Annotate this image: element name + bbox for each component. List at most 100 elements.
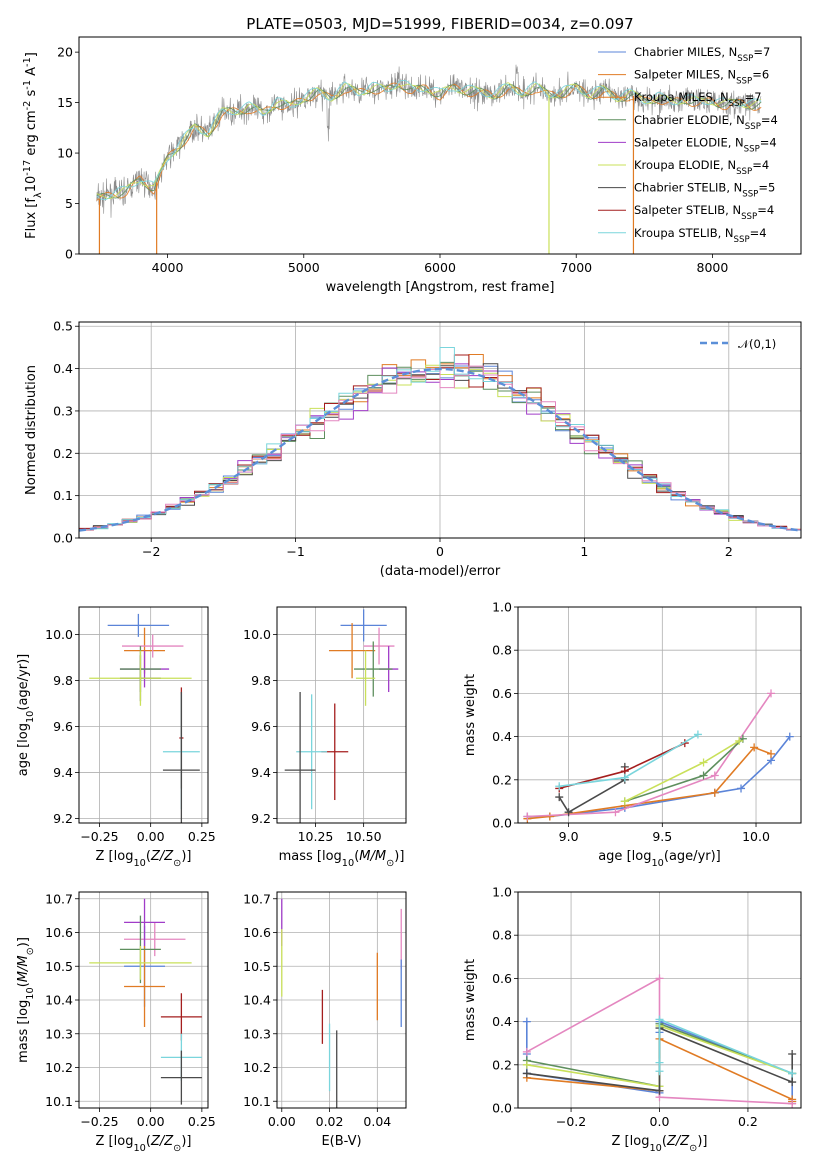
- x-axis-label: Z [log10(Z/Z⊙)]: [612, 1134, 708, 1154]
- legend-label: Kroupa STELIB, NSSP=4: [634, 226, 767, 245]
- plot-area: [96, 64, 762, 254]
- y-axis-label: mass weight: [463, 959, 478, 1041]
- data-point-marker: [767, 749, 776, 758]
- legend-label: Chabrier MILES, NSSP=7: [634, 45, 770, 64]
- y-axis-label: age [log10(age/yr)]: [16, 654, 36, 777]
- panel-mass_vs_ebv: 0.00 0.02 0.04 10.1 10.2 10.3 10.4 10.5 10.6 10.7…: [243, 891, 407, 1149]
- data-point-marker: [555, 782, 564, 791]
- tick-label-y: 9.8: [53, 673, 73, 688]
- tick-label-y: 20: [57, 45, 73, 60]
- plot-area: [89, 898, 202, 1105]
- tick-label-y: 0.8: [492, 643, 512, 658]
- tick-label-y: 1.0: [492, 885, 512, 900]
- tick-label-x: 9.0: [559, 829, 579, 844]
- tick-label-y: 10.2: [45, 1060, 73, 1075]
- x-axis-label: (data-model)/error: [380, 564, 501, 579]
- y-axis-label: Normed distribution: [24, 365, 39, 495]
- axes-frame: [517, 606, 802, 824]
- tick-label-x: 10.50: [346, 829, 382, 844]
- data-point-marker: [620, 797, 629, 806]
- x-axis-label: Z [log10(Z/Z⊙)]: [96, 849, 192, 869]
- tick-label-y: 0.4: [53, 361, 73, 376]
- normal-curve-line: [79, 367, 801, 532]
- series-line: [527, 736, 791, 818]
- data-point-marker: [655, 974, 664, 983]
- x-axis-label: age [log10(age/yr)]: [598, 849, 721, 869]
- tick-label-y: 0.4: [492, 1014, 512, 1029]
- data-point-marker: [750, 743, 759, 752]
- tick-label-x: 2: [725, 544, 733, 559]
- plot-area: [79, 347, 801, 538]
- axes-frame: [78, 321, 802, 539]
- data-point-marker: [788, 1078, 797, 1087]
- model-spectrum-line: [96, 79, 762, 201]
- data-point-marker: [788, 1069, 797, 1078]
- tick-label-y: 0.2: [492, 1057, 512, 1072]
- chart-title: PLATE=0503, MJD=51999, FIBERID=0034, z=0…: [246, 15, 633, 33]
- tick-label-x: −0.2: [556, 1114, 586, 1129]
- legend-label: Salpeter ELODIE, NSSP=4: [634, 135, 777, 154]
- tick-label-y: 1.0: [492, 600, 512, 615]
- tick-label-x: 10.25: [298, 829, 334, 844]
- axes-frame: [276, 606, 407, 824]
- tick-label-x: −1: [286, 544, 304, 559]
- histogram-step-line: [79, 365, 801, 538]
- tick-label-x: 0: [436, 544, 444, 559]
- tick-label-y: 0.0: [53, 531, 73, 546]
- observed-spectrum-line: [96, 64, 762, 218]
- tick-label-y: 10.1: [243, 1094, 271, 1109]
- tick-label-x: 0.04: [363, 1114, 391, 1129]
- tick-label-y: 15: [57, 95, 73, 110]
- tick-label-x: 0.00: [137, 1114, 165, 1129]
- y-axis-label: mass [log10(M/M⊙)]: [16, 937, 36, 1063]
- tick-label-y: 9.6: [53, 719, 73, 734]
- data-point-marker: [699, 758, 708, 767]
- tick-label-x: 1: [580, 544, 588, 559]
- y-axis-label: mass weight: [463, 674, 478, 756]
- tick-label-y: 9.2: [251, 811, 271, 826]
- data-point-marker: [522, 1060, 531, 1069]
- tick-label-y: 0.2: [492, 772, 512, 787]
- panel-mass_weight_vs_age: 9.0 9.5 10.0 0.0 0.2 0.4 0.6 0.8 1.0 age [log10(a…: [463, 600, 802, 869]
- data-point-marker: [522, 1069, 531, 1078]
- legend-label: Chabrier STELIB, NSSP=5: [634, 181, 775, 200]
- x-axis-label: E(B-V): [321, 1134, 361, 1149]
- panel-mass_vs_Z: −0.25 0.00 0.25 10.1 10.2 10.3 10.4 10.5 10.6 10.…: [16, 891, 216, 1153]
- data-point-marker: [523, 812, 532, 821]
- tick-label-y: 10.1: [45, 1094, 73, 1109]
- tick-label-x: 4000: [152, 260, 184, 275]
- tick-label-x: −0.25: [80, 1114, 118, 1129]
- tick-label-y: 10.0: [243, 627, 271, 642]
- tick-label-y: 9.2: [53, 811, 73, 826]
- data-point-marker: [522, 1047, 531, 1056]
- tick-label-y: 9.8: [251, 673, 271, 688]
- tick-label-x: 7000: [560, 260, 592, 275]
- tick-label-x: −2: [142, 544, 160, 559]
- panel-mass_weight_vs_Z: −0.2 0.0 0.2 0.0 0.2 0.4 0.6 0.8 1.0 Z [log10(Z/Z…: [463, 885, 802, 1154]
- tick-label-x: −0.25: [80, 829, 118, 844]
- series-line: [658, 1018, 793, 1075]
- tick-label-y: 10.3: [243, 1026, 271, 1041]
- tick-label-y: 0.5: [53, 319, 73, 334]
- data-point-marker: [655, 1015, 664, 1024]
- axes-frame: [78, 36, 802, 255]
- tick-label-y: 10.4: [243, 993, 271, 1008]
- data-point-marker: [737, 784, 746, 793]
- tick-label-y: 0.8: [492, 928, 512, 943]
- panel-spectrum: 4000 5000 6000 7000 8000 0 5 10 15 20 wavelength […: [22, 15, 802, 295]
- plot-area: [281, 898, 402, 1108]
- legend-label: Kroupa MILES, NSSP=7: [634, 90, 762, 109]
- model-spectrum-line: [96, 82, 762, 200]
- tick-label-y: 0: [65, 247, 73, 262]
- tick-label-y: 0.0: [492, 816, 512, 831]
- data-point-marker: [522, 1017, 531, 1026]
- tick-label-y: 10.0: [45, 627, 73, 642]
- plot-area: [522, 974, 797, 1108]
- tick-label-y: 9.4: [251, 765, 271, 780]
- x-axis-label: Z [log10(Z/Z⊙)]: [96, 1134, 192, 1154]
- tick-label-y: 10.2: [243, 1060, 271, 1075]
- tick-label-x: 0.00: [268, 1114, 296, 1129]
- data-point-marker: [710, 788, 719, 797]
- data-point-marker: [545, 812, 554, 821]
